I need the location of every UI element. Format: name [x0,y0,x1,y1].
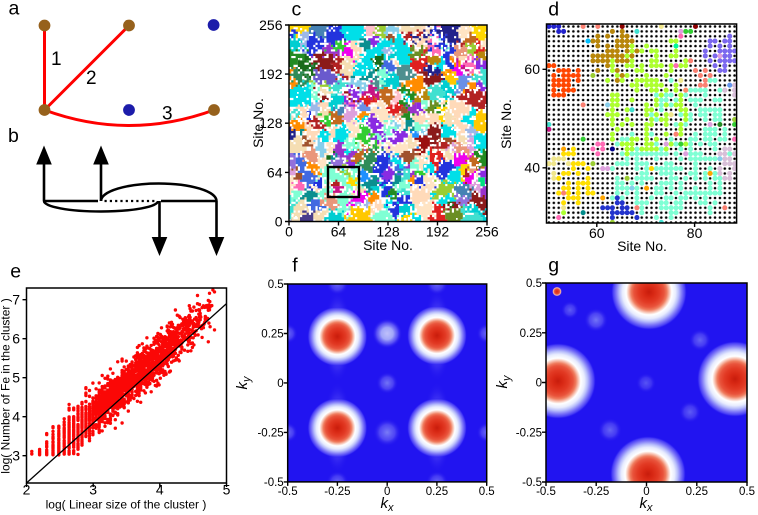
svg-text:b: b [8,125,19,147]
svg-text:0: 0 [285,223,293,239]
svg-text:192: 192 [259,66,283,82]
svg-text:0.5: 0.5 [479,486,495,498]
svg-text:5: 5 [12,370,20,386]
svg-text:Site No.: Site No. [363,237,413,253]
svg-text:c: c [292,0,302,21]
svg-text:80: 80 [687,225,703,241]
svg-text:log( Number of Fe in the clust: log( Number of Fe in the cluster ) [0,298,13,473]
svg-text:0: 0 [384,486,390,498]
svg-text:Site No.: Site No. [250,98,266,148]
svg-text:5: 5 [223,482,231,498]
svg-text:256: 256 [475,223,499,239]
svg-text:4: 4 [156,482,164,498]
svg-text:128: 128 [259,115,283,131]
svg-text:4: 4 [12,409,20,425]
svg-text:-0.5: -0.5 [264,477,284,489]
svg-text:f: f [292,254,298,276]
svg-text:6: 6 [12,331,20,347]
svg-text:0: 0 [536,378,542,390]
svg-text:256: 256 [259,17,283,33]
svg-text:0.25: 0.25 [426,486,448,498]
svg-text:3: 3 [162,104,173,125]
svg-text:Site No.: Site No. [617,238,667,254]
svg-text:-0.5: -0.5 [522,477,542,489]
svg-text:0: 0 [275,213,283,229]
svg-text:64: 64 [331,223,347,239]
svg-text:-0.5: -0.5 [536,486,556,498]
svg-text:-0.25: -0.25 [516,427,542,439]
svg-text:0.5: 0.5 [268,279,284,291]
svg-text:-0.25: -0.25 [324,486,350,498]
svg-text:Site No.: Site No. [498,99,514,149]
svg-text:60: 60 [524,61,540,77]
svg-text:-0.5: -0.5 [278,486,298,498]
svg-text:0.25: 0.25 [520,328,542,340]
svg-text:-0.25: -0.25 [257,428,283,440]
svg-text:40: 40 [524,160,540,176]
svg-text:128: 128 [376,223,400,239]
svg-text:1: 1 [51,49,62,70]
svg-text:2: 2 [86,68,97,89]
svg-text:2: 2 [23,482,31,498]
svg-text:0.25: 0.25 [261,329,283,341]
svg-text:e: e [10,260,21,282]
svg-text:0.25: 0.25 [686,486,708,498]
svg-text:7: 7 [12,292,20,308]
svg-text:-0.25: -0.25 [583,486,609,498]
svg-text:0.5: 0.5 [739,486,755,498]
svg-text:64: 64 [267,164,283,180]
svg-text:g: g [548,255,559,277]
svg-text:d: d [548,0,559,20]
svg-text:3: 3 [89,482,97,498]
svg-text:0: 0 [277,378,283,390]
svg-text:60: 60 [589,225,605,241]
svg-text:3: 3 [12,448,20,464]
svg-text:0.5: 0.5 [526,278,542,290]
svg-text:192: 192 [426,223,450,239]
svg-text:a: a [9,0,20,20]
svg-text:0: 0 [643,486,649,498]
svg-text:log( Linear size of the cluste: log( Linear size of the cluster ) [46,498,207,512]
